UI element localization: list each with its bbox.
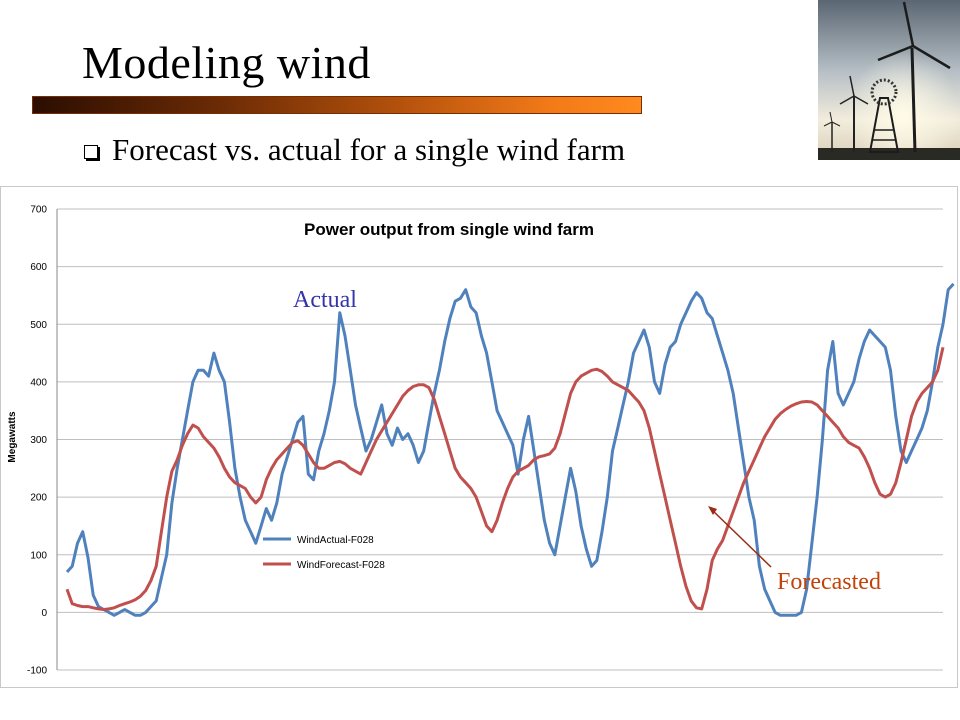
- chart-container: -100 0 100 200 300 400 500 600 700 Power output …: [0, 186, 958, 688]
- y-tick-label: 100: [30, 550, 47, 561]
- forecast-arrow: [710, 508, 772, 568]
- checkbox-bullet-icon: [84, 145, 98, 159]
- y-tick-label: 500: [30, 320, 47, 331]
- actual-annotation: Actual: [293, 287, 357, 313]
- slide-title: Modeling wind: [82, 37, 371, 88]
- y-tick-label: 700: [30, 205, 47, 216]
- y-tick-label: -100: [27, 666, 47, 677]
- y-tick-label: 400: [30, 377, 47, 388]
- y-axis-label: Megawatts: [7, 411, 18, 463]
- chart-legend: WindActual-F028 WindForecast-F028: [263, 535, 385, 571]
- legend-label-forecast: WindForecast-F028: [297, 560, 385, 571]
- y-tick-label: 0: [41, 608, 47, 619]
- chart-title: Power output from single wind farm: [304, 220, 594, 239]
- bullet-text: Forecast vs. actual for a single wind fa…: [112, 132, 626, 167]
- forecast-arrow-head: [708, 506, 717, 515]
- y-tick-label: 600: [30, 262, 47, 273]
- series-line-actual: [65, 282, 955, 617]
- power-output-chart: -100 0 100 200 300 400 500 600 700 Power output …: [7, 205, 955, 677]
- y-tick-label: 300: [30, 435, 47, 446]
- forecasted-annotation: Forecasted: [777, 569, 881, 595]
- legend-label-actual: WindActual-F028: [297, 535, 374, 546]
- y-tick-label: 200: [30, 493, 47, 504]
- title-accent-bar: [32, 96, 642, 114]
- wind-turbine-photo: [818, 0, 960, 160]
- series-line-forecast: [65, 346, 945, 611]
- bullet-item: Forecast vs. actual for a single wind fa…: [84, 132, 625, 168]
